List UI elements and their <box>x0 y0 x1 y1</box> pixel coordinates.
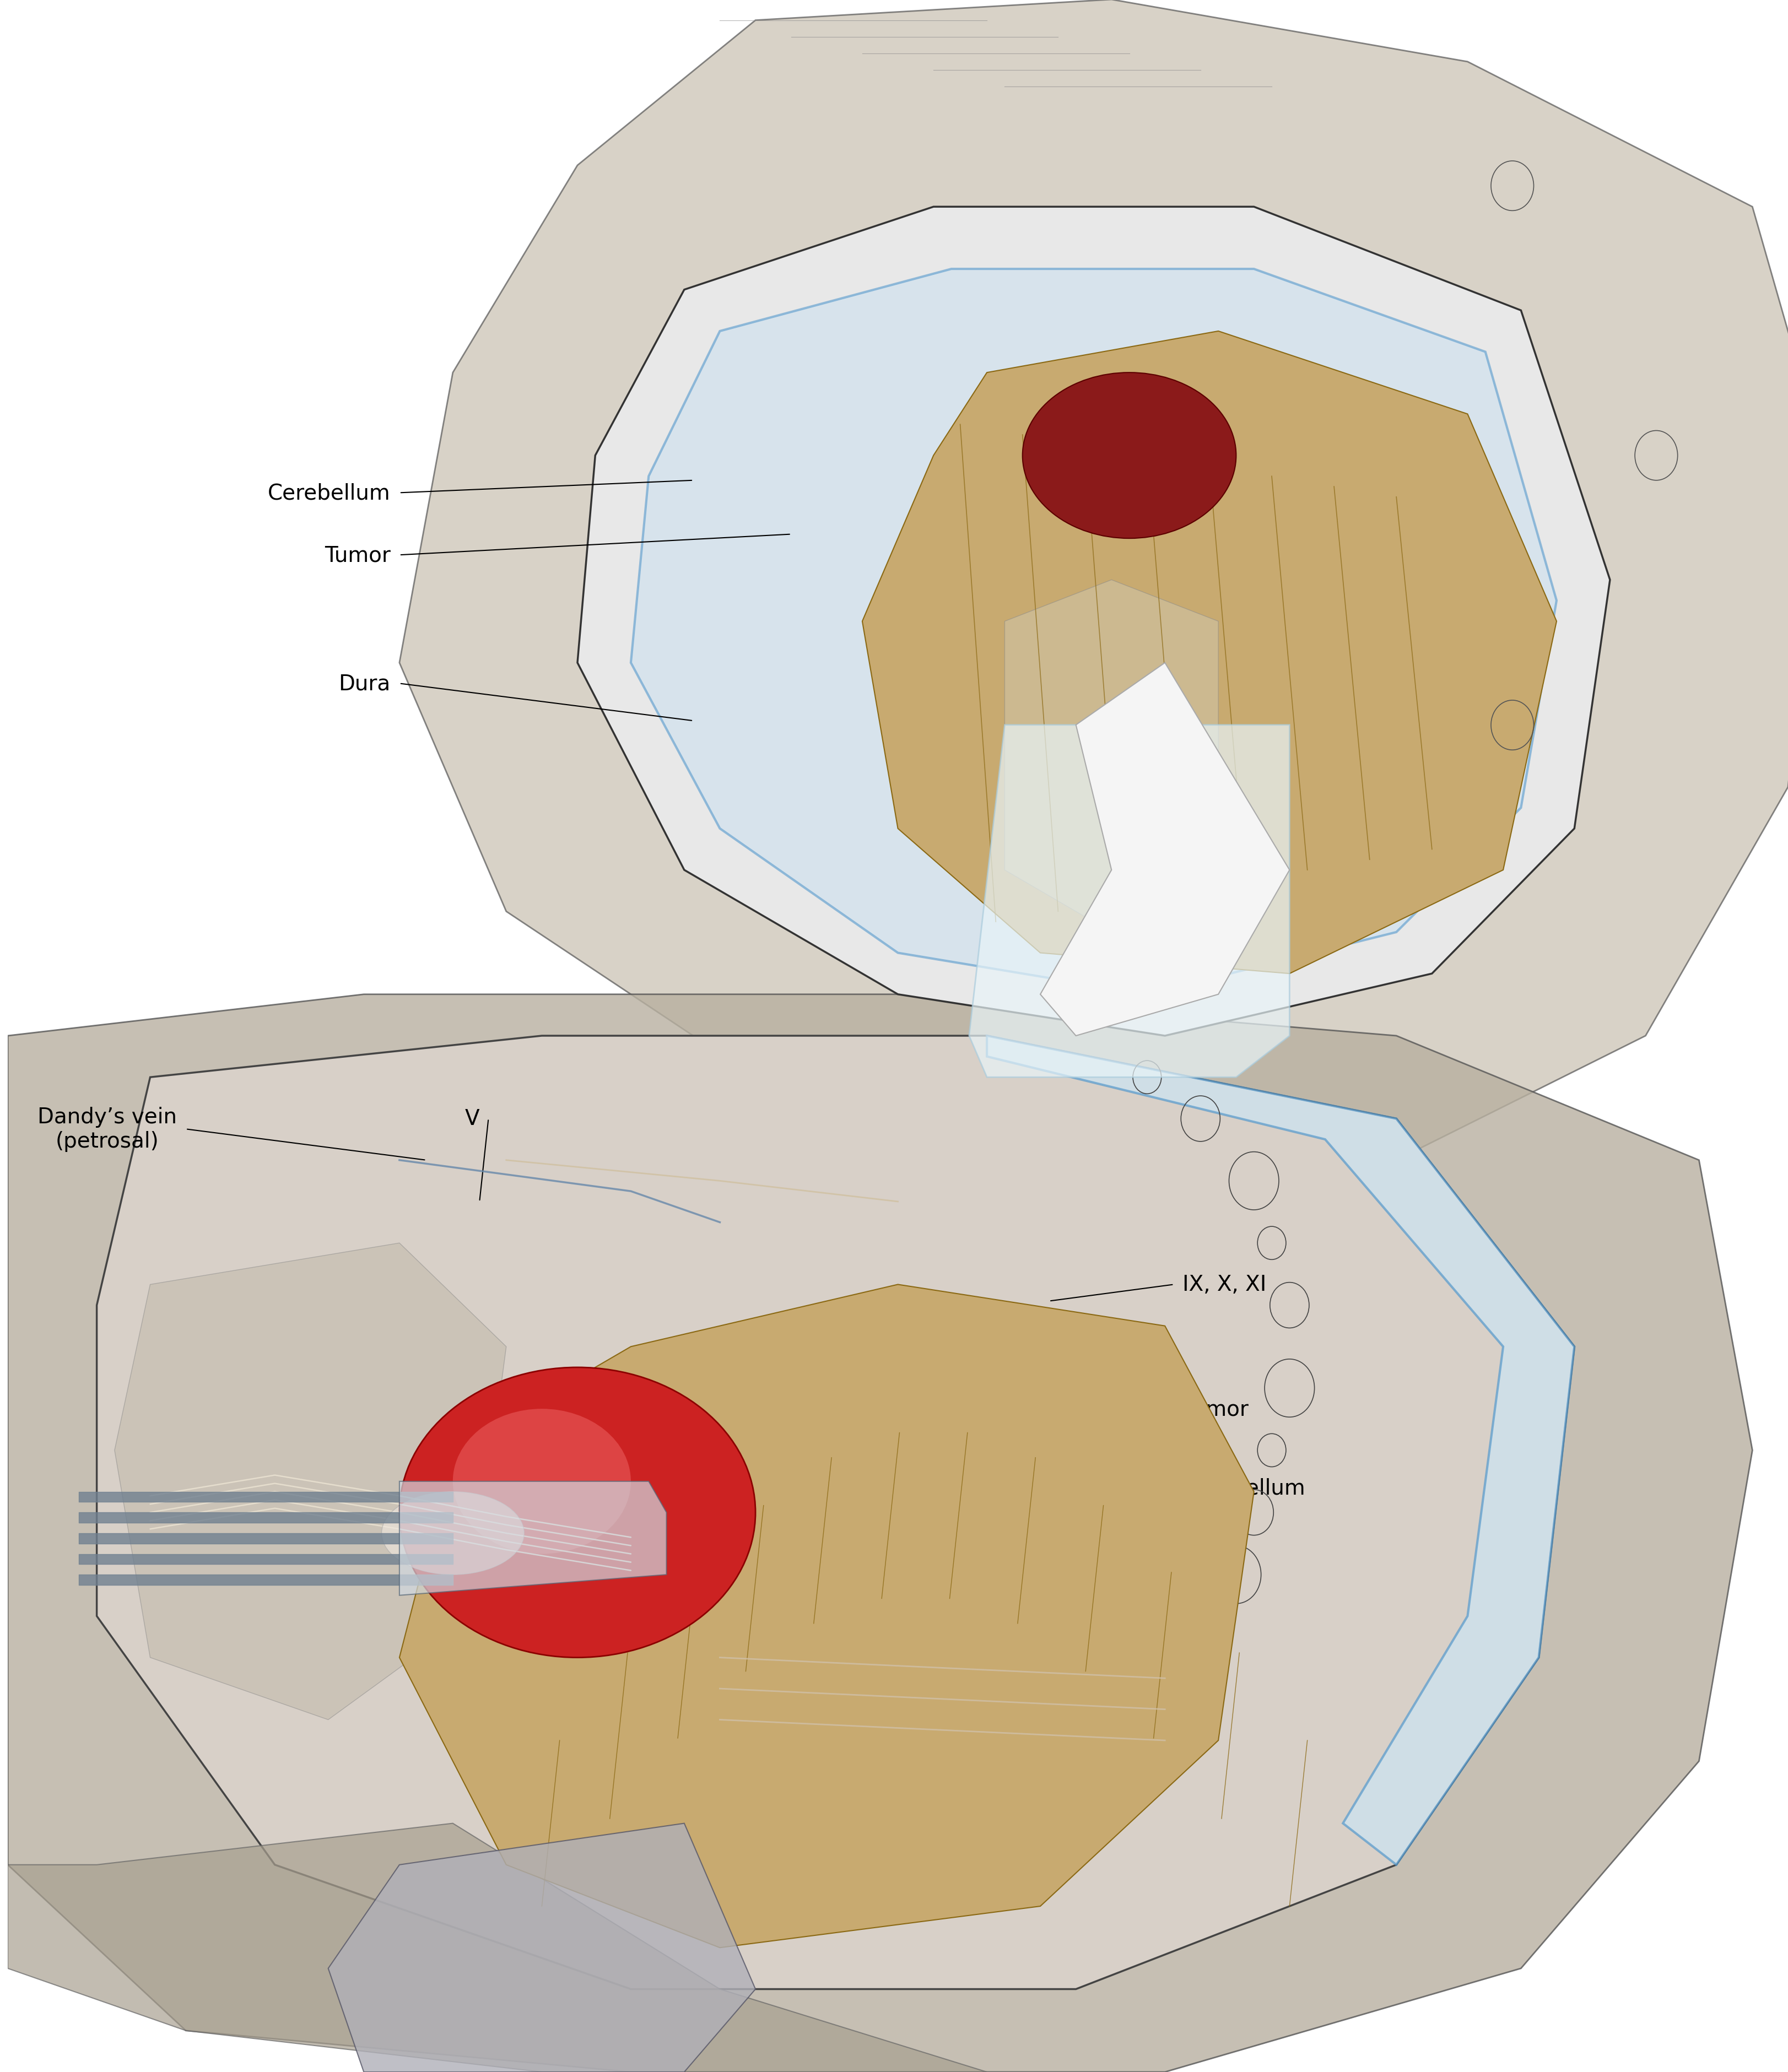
Polygon shape <box>987 1036 1575 1865</box>
Polygon shape <box>399 0 1788 1181</box>
Polygon shape <box>399 1285 1253 1948</box>
Polygon shape <box>7 1823 987 2072</box>
Text: Dura: Dura <box>338 673 390 694</box>
Polygon shape <box>1005 580 1218 932</box>
Text: Cerebellum: Cerebellum <box>268 483 390 503</box>
Polygon shape <box>329 1823 756 2072</box>
Polygon shape <box>969 725 1289 1077</box>
Text: Dandy’s vein
(petrosal): Dandy’s vein (petrosal) <box>38 1106 177 1152</box>
Text: Cerebellum: Cerebellum <box>1182 1477 1305 1498</box>
Ellipse shape <box>381 1492 524 1575</box>
Text: V: V <box>465 1109 479 1129</box>
Polygon shape <box>97 1036 1575 1989</box>
Ellipse shape <box>399 1368 756 1658</box>
Polygon shape <box>399 1481 667 1595</box>
Text: Tumor: Tumor <box>1182 1399 1248 1419</box>
Ellipse shape <box>452 1409 631 1554</box>
Polygon shape <box>114 1243 506 1720</box>
Ellipse shape <box>1023 373 1236 539</box>
Polygon shape <box>862 332 1557 974</box>
Text: Tumor: Tumor <box>324 545 390 566</box>
Text: IX, X, XI: IX, X, XI <box>1182 1274 1266 1295</box>
Polygon shape <box>7 995 1752 2072</box>
Polygon shape <box>631 269 1557 995</box>
Polygon shape <box>1041 663 1289 1036</box>
Polygon shape <box>578 207 1609 1036</box>
